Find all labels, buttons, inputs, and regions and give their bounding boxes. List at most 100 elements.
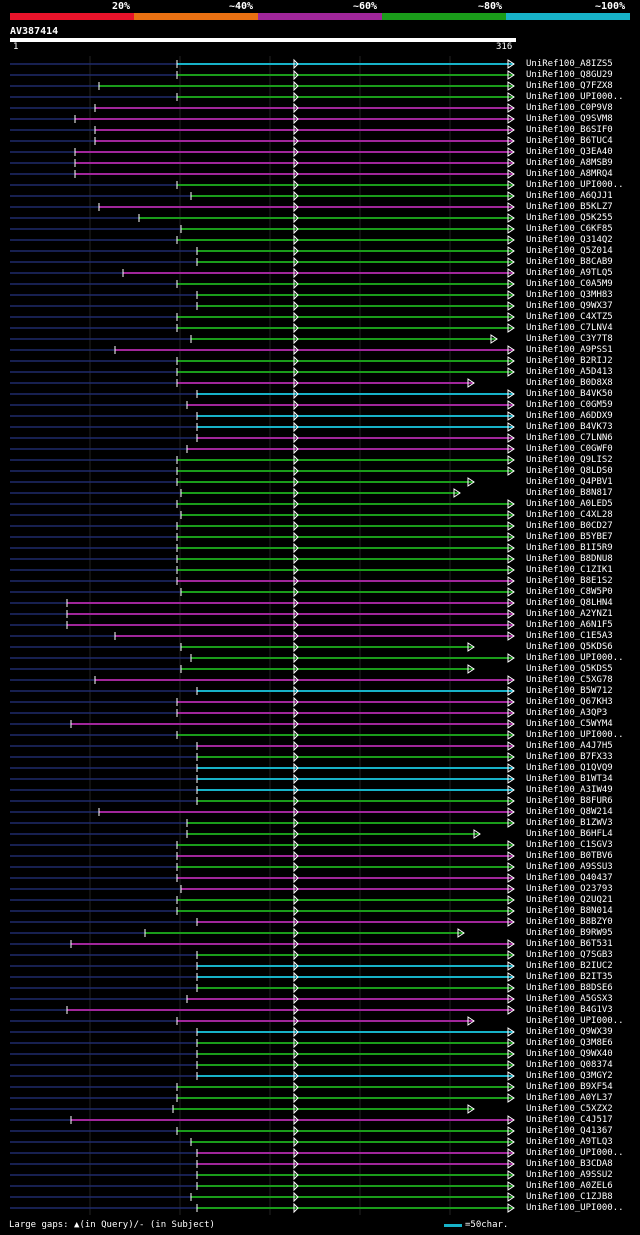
- hit-label[interactable]: UniRef100_Q7SGB3: [526, 950, 613, 960]
- hit-label[interactable]: UniRef100_B0TBV6: [526, 851, 613, 861]
- hit-label[interactable]: UniRef100_B1ZWV3: [526, 818, 613, 828]
- hit-label[interactable]: UniRef100_Q41367: [526, 1126, 613, 1136]
- hit-label[interactable]: UniRef100_Q314Q2: [526, 235, 613, 245]
- hit-label[interactable]: UniRef100_Q9LIS2: [526, 455, 613, 465]
- hit-label[interactable]: UniRef100_Q5KDS5: [526, 664, 613, 674]
- hit-label[interactable]: UniRef100_C4XL28: [526, 510, 613, 520]
- hit-label[interactable]: UniRef100_Q8LHN4: [526, 598, 613, 608]
- hit-label[interactable]: UniRef100_C6KF85: [526, 224, 613, 234]
- hit-label[interactable]: UniRef100_UPI000..: [526, 1148, 624, 1158]
- hit-label[interactable]: UniRef100_B0D8X8: [526, 378, 613, 388]
- hit-label[interactable]: UniRef100_C8W5P0: [526, 587, 613, 597]
- hit-label[interactable]: UniRef100_C0A5M9: [526, 279, 613, 289]
- hit-label[interactable]: UniRef100_C0GWF0: [526, 444, 613, 454]
- hit-label[interactable]: UniRef100_UPI000..: [526, 1203, 624, 1213]
- hit-label[interactable]: UniRef100_B8FUR6: [526, 796, 613, 806]
- hit-label[interactable]: UniRef100_C3Y7T8: [526, 334, 613, 344]
- hit-label[interactable]: UniRef100_A3IW49: [526, 785, 613, 795]
- hit-label[interactable]: UniRef100_A0YL37: [526, 1093, 613, 1103]
- hit-label[interactable]: UniRef100_C4J517: [526, 1115, 613, 1125]
- hit-label[interactable]: UniRef100_Q08374: [526, 1060, 613, 1070]
- hit-label[interactable]: UniRef100_B8N014: [526, 906, 613, 916]
- hit-label[interactable]: UniRef100_UPI000..: [526, 1016, 624, 1026]
- hit-label[interactable]: UniRef100_C1ZIK1: [526, 565, 613, 575]
- hit-label[interactable]: UniRef100_Q67KH3: [526, 697, 613, 707]
- hit-label[interactable]: UniRef100_A9PSS1: [526, 345, 613, 355]
- hit-label[interactable]: UniRef100_Q9WX40: [526, 1049, 613, 1059]
- hit-label[interactable]: UniRef100_B6HFL4: [526, 829, 613, 839]
- hit-label[interactable]: UniRef100_UPI000..: [526, 92, 624, 102]
- hit-label[interactable]: UniRef100_Q9SVM8: [526, 114, 613, 124]
- hit-label[interactable]: UniRef100_B5W712: [526, 686, 613, 696]
- hit-label[interactable]: UniRef100_B6TUC4: [526, 136, 613, 146]
- hit-label[interactable]: UniRef100_A5GSX3: [526, 994, 613, 1004]
- hit-label[interactable]: UniRef100_A9SSU3: [526, 862, 613, 872]
- hit-label[interactable]: UniRef100_C1E5A3: [526, 631, 613, 641]
- hit-label[interactable]: UniRef100_A6DDX9: [526, 411, 613, 421]
- hit-label[interactable]: UniRef100_C0GM59: [526, 400, 613, 410]
- hit-label[interactable]: UniRef100_B9RW95: [526, 928, 613, 938]
- hit-label[interactable]: UniRef100_B6SIF0: [526, 125, 613, 135]
- hit-label[interactable]: UniRef100_B9XF54: [526, 1082, 613, 1092]
- hit-label[interactable]: UniRef100_B8BZY0: [526, 917, 613, 927]
- hit-label[interactable]: UniRef100_Q9WX37: [526, 301, 613, 311]
- hit-label[interactable]: UniRef100_B4VK50: [526, 389, 613, 399]
- hit-label[interactable]: UniRef100_B1I5R9: [526, 543, 613, 553]
- hit-label[interactable]: UniRef100_A0ZEL6: [526, 1181, 613, 1191]
- hit-label[interactable]: UniRef100_B2IUC2: [526, 961, 613, 971]
- hit-label[interactable]: UniRef100_C1ZJB8: [526, 1192, 613, 1202]
- hit-label[interactable]: UniRef100_B2RIJ2: [526, 356, 613, 366]
- hit-label[interactable]: UniRef100_Q2UQ21: [526, 895, 613, 905]
- hit-label[interactable]: UniRef100_UPI000..: [526, 180, 624, 190]
- hit-label[interactable]: UniRef100_A8IZS5: [526, 59, 613, 69]
- hit-label[interactable]: UniRef100_B6T531: [526, 939, 613, 949]
- hit-label[interactable]: UniRef100_B1WT34: [526, 774, 613, 784]
- hit-label[interactable]: UniRef100_A8MRQ4: [526, 169, 613, 179]
- hit-label[interactable]: UniRef100_B4VK73: [526, 422, 613, 432]
- hit-label[interactable]: UniRef100_UPI000..: [526, 730, 624, 740]
- hit-label[interactable]: UniRef100_C1SGV3: [526, 840, 613, 850]
- hit-label[interactable]: UniRef100_B8DNU8: [526, 554, 613, 564]
- hit-label[interactable]: UniRef100_B4G1V3: [526, 1005, 613, 1015]
- hit-label[interactable]: UniRef100_A9TLQ3: [526, 1137, 613, 1147]
- hit-label[interactable]: UniRef100_B8CAB9: [526, 257, 613, 267]
- hit-label[interactable]: UniRef100_B3CDA8: [526, 1159, 613, 1169]
- hit-label[interactable]: UniRef100_Q5Z014: [526, 246, 613, 256]
- hit-label[interactable]: UniRef100_Q8LDS0: [526, 466, 613, 476]
- hit-label[interactable]: UniRef100_Q40437: [526, 873, 613, 883]
- hit-label[interactable]: UniRef100_A0LED5: [526, 499, 613, 509]
- hit-label[interactable]: UniRef100_A3QP3: [526, 708, 608, 718]
- hit-label[interactable]: UniRef100_Q5KDS6: [526, 642, 613, 652]
- hit-label[interactable]: UniRef100_A4J7H5: [526, 741, 613, 751]
- hit-label[interactable]: UniRef100_Q8W214: [526, 807, 613, 817]
- hit-label[interactable]: UniRef100_Q5K255: [526, 213, 613, 223]
- hit-label[interactable]: UniRef100_B8N817: [526, 488, 613, 498]
- hit-label[interactable]: UniRef100_C5XZX2: [526, 1104, 613, 1114]
- hit-label[interactable]: UniRef100_C0P9V8: [526, 103, 613, 113]
- hit-label[interactable]: UniRef100_B2IT35: [526, 972, 613, 982]
- hit-label[interactable]: UniRef100_Q3MH83: [526, 290, 613, 300]
- hit-label[interactable]: UniRef100_B0CD27: [526, 521, 613, 531]
- hit-label[interactable]: UniRef100_C5XG78: [526, 675, 613, 685]
- hit-label[interactable]: UniRef100_B7FX33: [526, 752, 613, 762]
- hit-label[interactable]: UniRef100_A9TLQ5: [526, 268, 613, 278]
- hit-label[interactable]: UniRef100_O23793: [526, 884, 613, 894]
- hit-label[interactable]: UniRef100_Q1QVQ9: [526, 763, 613, 773]
- hit-label[interactable]: UniRef100_C4XTZ5: [526, 312, 613, 322]
- hit-label[interactable]: UniRef100_A5D413: [526, 367, 613, 377]
- hit-label[interactable]: UniRef100_B8E1S2: [526, 576, 613, 586]
- hit-label[interactable]: UniRef100_A6QJJ1: [526, 191, 613, 201]
- hit-label[interactable]: UniRef100_Q3EA40: [526, 147, 613, 157]
- hit-label[interactable]: UniRef100_A8MSB9: [526, 158, 613, 168]
- hit-label[interactable]: UniRef100_Q3MGY2: [526, 1071, 613, 1081]
- hit-label[interactable]: UniRef100_A2YNZ1: [526, 609, 613, 619]
- hit-label[interactable]: UniRef100_B8DSE6: [526, 983, 613, 993]
- hit-label[interactable]: UniRef100_C7LNN6: [526, 433, 613, 443]
- hit-label[interactable]: UniRef100_A6N1F5: [526, 620, 613, 630]
- hit-label[interactable]: UniRef100_B5KLZ7: [526, 202, 613, 212]
- hit-label[interactable]: UniRef100_A9SSU2: [526, 1170, 613, 1180]
- hit-label[interactable]: UniRef100_Q4PBV1: [526, 477, 613, 487]
- hit-label[interactable]: UniRef100_Q3M8E6: [526, 1038, 613, 1048]
- hit-label[interactable]: UniRef100_UPI000..: [526, 653, 624, 663]
- hit-label[interactable]: UniRef100_B5YBE7: [526, 532, 613, 542]
